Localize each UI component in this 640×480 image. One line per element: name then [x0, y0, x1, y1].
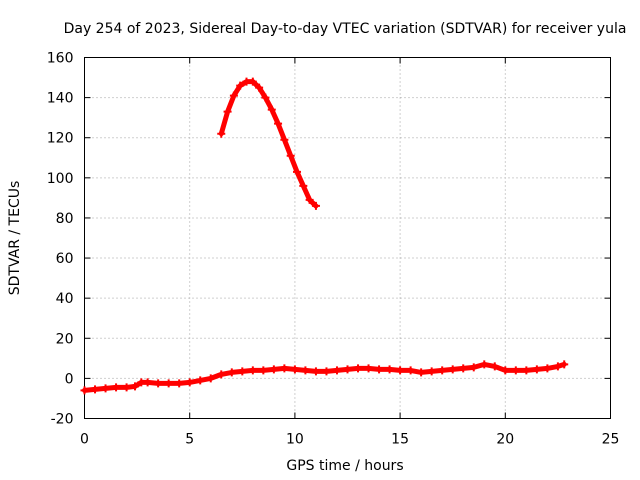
- data-point: [217, 370, 226, 379]
- series-line: [218, 79, 319, 209]
- data-point: [290, 365, 299, 374]
- gridlines: [84, 57, 611, 419]
- data-point: [80, 386, 89, 395]
- data-point: [438, 366, 447, 375]
- data-point: [223, 107, 232, 116]
- data-point: [375, 365, 384, 374]
- y-tick-label: 60: [56, 251, 74, 267]
- data-point: [560, 360, 569, 369]
- data-point: [143, 378, 152, 387]
- data-point: [311, 201, 320, 210]
- y-tick-label: 100: [47, 171, 74, 187]
- data-point: [511, 366, 520, 375]
- data-point: [164, 379, 173, 388]
- data-point: [354, 364, 363, 373]
- x-tick-label: 0: [80, 432, 89, 448]
- data-point: [112, 383, 121, 392]
- data-point: [236, 81, 245, 90]
- data-point: [229, 91, 238, 100]
- data-point: [175, 379, 184, 388]
- data-point: [522, 366, 531, 375]
- data-point: [130, 382, 139, 391]
- data-point: [196, 376, 205, 385]
- data-point: [311, 367, 320, 376]
- y-tick-labels: -20 0 20 40 60 80 100 120 140 160: [47, 51, 74, 428]
- data-point: [299, 181, 308, 190]
- x-tick-label: 25: [602, 432, 620, 448]
- data-point: [280, 135, 289, 144]
- data-point: [385, 365, 394, 374]
- data-point: [274, 119, 283, 128]
- data-point: [269, 365, 278, 374]
- y-tick-label: 80: [56, 211, 74, 227]
- y-tick-label: 160: [47, 51, 74, 67]
- data-point: [364, 364, 373, 373]
- y-tick-label: 20: [56, 331, 74, 347]
- data-point: [396, 366, 405, 375]
- data-point: [122, 383, 131, 392]
- data-point: [286, 151, 295, 160]
- data-point: [280, 364, 289, 373]
- data-point: [406, 366, 415, 375]
- y-tick-label: 0: [65, 371, 74, 387]
- data-point: [501, 366, 510, 375]
- y-axis-label: SDTVAR / TECUs: [7, 181, 23, 296]
- data-point: [343, 365, 352, 374]
- y-tick-label: 140: [47, 91, 74, 107]
- data-point: [154, 379, 163, 388]
- y-tick-label: -20: [51, 412, 74, 428]
- data-point: [480, 360, 489, 369]
- plot-frame: [84, 57, 611, 419]
- data-point: [448, 365, 457, 374]
- data-point: [217, 129, 226, 138]
- data-point: [305, 195, 314, 204]
- data-point: [427, 367, 436, 376]
- data-point: [332, 366, 341, 375]
- data-point: [248, 366, 257, 375]
- data-point: [248, 77, 257, 86]
- y-tick-label: 120: [47, 131, 74, 147]
- data-point: [469, 363, 478, 372]
- x-tick-label: 20: [496, 432, 514, 448]
- data-series: [80, 77, 569, 395]
- x-tick-label: 5: [185, 432, 194, 448]
- data-point: [490, 362, 499, 371]
- chart-title: Day 254 of 2023, Sidereal Day-to-day VTE…: [64, 21, 627, 37]
- data-point: [259, 366, 268, 375]
- x-tick-labels: 0 5 10 15 20 25: [80, 432, 619, 448]
- data-point: [185, 378, 194, 387]
- data-point: [543, 364, 552, 373]
- data-point: [91, 385, 100, 394]
- data-point: [293, 167, 302, 176]
- axis-ticks: [84, 57, 611, 419]
- data-point: [417, 368, 426, 377]
- x-axis-label: GPS time / hours: [286, 458, 403, 474]
- x-tick-label: 15: [391, 432, 409, 448]
- data-point: [301, 366, 310, 375]
- data-point: [227, 368, 236, 377]
- y-tick-label: 40: [56, 291, 74, 307]
- data-point: [101, 384, 110, 393]
- data-point: [459, 364, 468, 373]
- data-point: [532, 365, 541, 374]
- data-point: [553, 362, 562, 371]
- data-point: [255, 83, 264, 92]
- data-point: [267, 105, 276, 114]
- data-point: [238, 367, 247, 376]
- data-point: [322, 367, 331, 376]
- data-point: [261, 93, 270, 102]
- data-point: [206, 374, 215, 383]
- series-line: [82, 361, 567, 393]
- x-tick-label: 10: [286, 432, 304, 448]
